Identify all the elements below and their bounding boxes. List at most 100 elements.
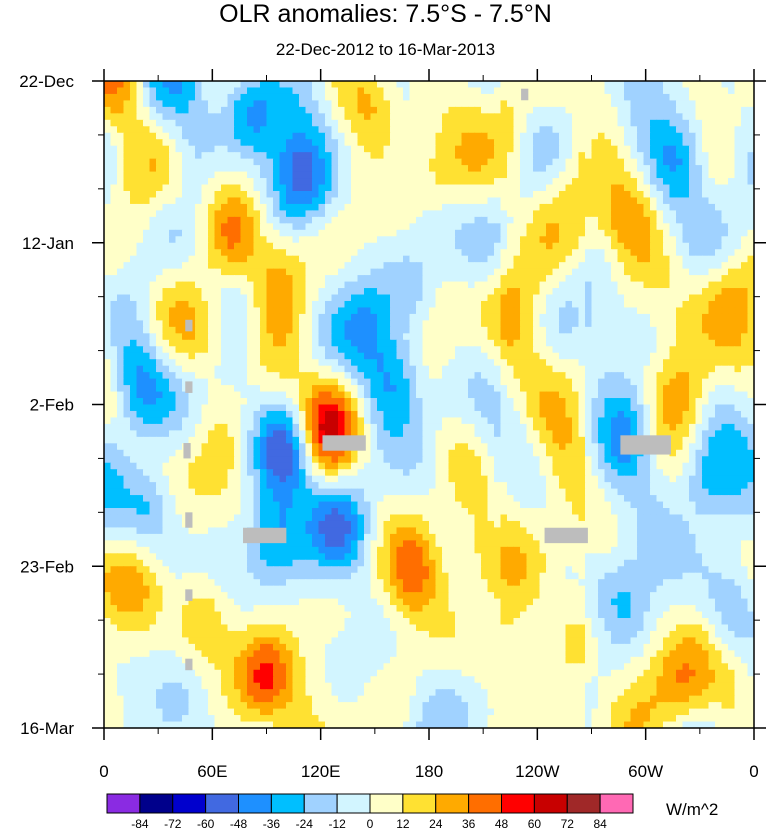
field-cell xyxy=(617,346,625,354)
field-cell xyxy=(136,197,144,205)
field-cell xyxy=(429,126,437,134)
field-cell xyxy=(663,158,671,166)
field-cell xyxy=(702,113,710,121)
field-cell xyxy=(741,300,749,309)
field-cell xyxy=(351,333,359,341)
field-cell xyxy=(188,333,196,341)
field-cell xyxy=(370,132,378,140)
field-cell xyxy=(591,229,599,237)
field-cell xyxy=(442,320,450,328)
field-cell xyxy=(650,145,658,153)
field-cell xyxy=(279,391,287,399)
field-cell xyxy=(539,81,547,89)
field-cell xyxy=(494,365,502,373)
field-cell xyxy=(396,178,404,186)
field-cell xyxy=(149,158,157,166)
field-cell xyxy=(500,229,508,237)
field-cell xyxy=(370,378,378,386)
field-cell xyxy=(234,242,242,250)
field-cell xyxy=(162,145,170,153)
field-cell xyxy=(247,216,255,224)
field-cell xyxy=(500,119,508,127)
field-cell xyxy=(721,300,729,309)
field-cell xyxy=(169,294,177,302)
field-cell xyxy=(305,242,313,250)
field-cell xyxy=(533,391,541,399)
field-cell xyxy=(715,210,723,218)
field-cell xyxy=(409,145,417,153)
field-cell xyxy=(585,132,593,140)
field-cell xyxy=(214,294,222,302)
field-cell xyxy=(299,190,307,199)
field-cell xyxy=(383,249,391,257)
field-cell xyxy=(455,152,463,160)
field-cell xyxy=(728,249,736,257)
field-cell xyxy=(721,113,729,121)
field-cell xyxy=(663,294,671,302)
field-cell xyxy=(702,281,710,289)
field-cell xyxy=(500,385,508,393)
field-cell xyxy=(598,255,606,263)
field-cell xyxy=(156,352,164,360)
field-cell xyxy=(565,365,573,373)
field-cell xyxy=(565,275,573,283)
field-cell xyxy=(429,288,437,296)
field-cell xyxy=(422,365,430,373)
field-cell xyxy=(338,288,346,296)
field-cell xyxy=(747,378,754,386)
field-cell xyxy=(507,326,515,334)
field-cell xyxy=(617,294,625,302)
field-cell xyxy=(156,249,164,257)
field-cell xyxy=(331,372,339,380)
field-cell xyxy=(546,184,554,192)
field-cell xyxy=(630,152,638,160)
field-cell xyxy=(357,288,365,296)
field-cell xyxy=(695,178,703,186)
field-cell xyxy=(656,346,664,354)
field-cell xyxy=(715,352,723,360)
field-cell xyxy=(715,81,723,89)
field-cell xyxy=(565,333,573,341)
field-cell xyxy=(403,81,411,89)
field-cell xyxy=(429,294,437,302)
field-cell xyxy=(611,262,619,270)
field-cell xyxy=(507,249,515,257)
field-cell xyxy=(409,190,417,199)
field-cell xyxy=(331,313,339,321)
field-cell xyxy=(741,178,749,186)
field-cell xyxy=(715,145,723,153)
field-cell xyxy=(110,93,118,102)
field-cell xyxy=(188,216,196,224)
field-cell xyxy=(312,359,320,367)
field-cell xyxy=(279,346,287,354)
field-cell xyxy=(364,197,372,205)
field-cell xyxy=(559,106,567,114)
field-cell xyxy=(338,132,346,140)
field-cell xyxy=(344,184,352,192)
field-cell xyxy=(266,119,274,127)
field-cell xyxy=(331,81,339,89)
field-cell xyxy=(526,223,534,231)
field-cell xyxy=(663,132,671,140)
field-cell xyxy=(461,100,469,108)
field-cell xyxy=(650,81,658,89)
field-cell xyxy=(208,236,216,244)
field-cell xyxy=(572,378,580,386)
field-cell xyxy=(390,139,398,147)
field-cell xyxy=(188,139,196,147)
field-cell xyxy=(377,100,385,108)
field-cell xyxy=(526,398,534,406)
field-cell xyxy=(461,216,469,224)
field-cell xyxy=(182,262,190,270)
field-cell xyxy=(526,216,534,224)
field-cell xyxy=(279,210,287,218)
field-cell xyxy=(604,249,612,257)
field-cell xyxy=(461,210,469,218)
field-cell xyxy=(520,119,528,127)
field-cell xyxy=(416,320,424,328)
field-cell xyxy=(422,275,430,283)
field-cell xyxy=(240,197,248,205)
field-cell xyxy=(227,281,235,289)
field-cell xyxy=(487,385,495,393)
field-cell xyxy=(643,178,651,186)
